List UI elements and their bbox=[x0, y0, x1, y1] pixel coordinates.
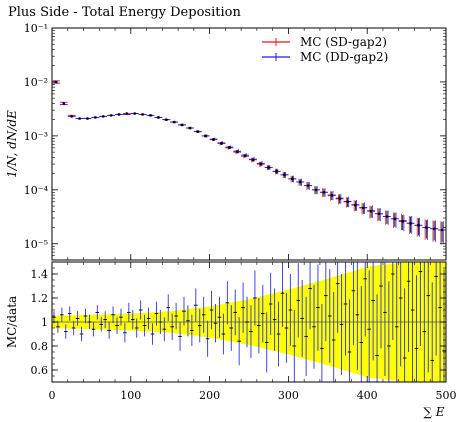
y-tick-label: 10⁻¹ bbox=[24, 22, 48, 35]
axis-labels: 1/N, dN/dE MC/data ∑ E bbox=[5, 110, 445, 419]
data-point bbox=[354, 203, 357, 207]
data-point bbox=[94, 116, 97, 119]
data-point bbox=[361, 206, 365, 210]
data-point bbox=[180, 123, 184, 127]
data-point bbox=[172, 120, 176, 124]
legend-label: MC (DD-gap2) bbox=[300, 50, 388, 64]
data-point bbox=[409, 221, 412, 225]
ratio-panel bbox=[51, 261, 447, 383]
data-point bbox=[251, 158, 255, 162]
ratio-y-tick-label: 1.2 bbox=[31, 292, 49, 305]
data-point bbox=[385, 215, 389, 218]
data-point bbox=[70, 115, 73, 118]
y-tick-label: 10⁻³ bbox=[24, 130, 48, 143]
data-point bbox=[164, 118, 168, 121]
data-point bbox=[377, 212, 381, 216]
x-tick-label: 400 bbox=[357, 389, 378, 402]
data-point bbox=[393, 217, 397, 221]
data-point bbox=[417, 223, 420, 227]
data-point bbox=[235, 150, 239, 153]
data-point bbox=[62, 102, 66, 105]
xlabel: ∑ E bbox=[423, 405, 444, 419]
data-point bbox=[243, 154, 247, 157]
data-point bbox=[125, 112, 129, 115]
data-point bbox=[228, 146, 231, 149]
data-point bbox=[432, 227, 436, 231]
data-point bbox=[78, 117, 81, 120]
main-ylabel: 1/N, dN/dE bbox=[5, 110, 19, 178]
ratio-ylabel: MC/data bbox=[5, 296, 19, 348]
data-point bbox=[141, 113, 144, 116]
y-tick-label: 10⁻² bbox=[24, 76, 48, 89]
data-point bbox=[338, 197, 341, 200]
ratio-points bbox=[52, 262, 446, 382]
data-point bbox=[267, 166, 271, 169]
legend: MC (SD-gap2)MC (DD-gap2) bbox=[262, 35, 388, 64]
main-marks bbox=[52, 80, 446, 245]
page-title: Plus Side - Total Energy Deposition bbox=[8, 5, 241, 20]
data-point bbox=[346, 200, 349, 204]
data-point bbox=[298, 180, 302, 184]
data-point bbox=[306, 184, 310, 187]
ratio-y-tick-label: 0.6 bbox=[31, 364, 49, 377]
data-point bbox=[212, 138, 215, 141]
data-point bbox=[101, 115, 105, 118]
x-tick-label: 300 bbox=[278, 389, 299, 402]
data-point bbox=[291, 177, 294, 181]
x-tick-label: 100 bbox=[120, 389, 141, 402]
data-point bbox=[369, 209, 373, 213]
data-point bbox=[86, 117, 89, 120]
data-point bbox=[440, 228, 444, 232]
data-point bbox=[322, 190, 326, 194]
ratio-y-tick-label: 1 bbox=[41, 316, 48, 329]
y-tick-label: 10⁻⁴ bbox=[24, 184, 49, 197]
data-point bbox=[109, 114, 113, 117]
data-point bbox=[275, 170, 278, 173]
data-point bbox=[117, 113, 121, 116]
x-tick-label: 500 bbox=[436, 389, 457, 402]
data-point bbox=[425, 226, 428, 229]
x-tick-label: 200 bbox=[199, 389, 220, 402]
data-point bbox=[204, 134, 207, 138]
x-tick-label: 0 bbox=[49, 389, 56, 402]
data-point bbox=[157, 116, 160, 119]
axis-ticks: 10⁻⁵ 10⁻⁴ 10⁻³ 10⁻² 10⁻¹ 0.6 0.8 1 1.2 1.4 0 100 200… bbox=[24, 22, 457, 402]
legend-label: MC (SD-gap2) bbox=[300, 35, 387, 49]
data-point bbox=[149, 114, 152, 117]
data-point bbox=[220, 141, 223, 145]
y-tick-label: 10⁻⁵ bbox=[24, 238, 48, 251]
data-point bbox=[401, 220, 404, 223]
data-point bbox=[283, 173, 286, 177]
data-point bbox=[133, 112, 137, 115]
data-point bbox=[330, 194, 334, 197]
data-point bbox=[196, 130, 200, 133]
ratio-y-tick-label: 0.8 bbox=[31, 340, 49, 353]
data-point bbox=[188, 126, 192, 130]
data-point bbox=[259, 162, 263, 166]
ratio-y-tick-label: 1.4 bbox=[31, 268, 49, 281]
data-point bbox=[314, 188, 318, 192]
